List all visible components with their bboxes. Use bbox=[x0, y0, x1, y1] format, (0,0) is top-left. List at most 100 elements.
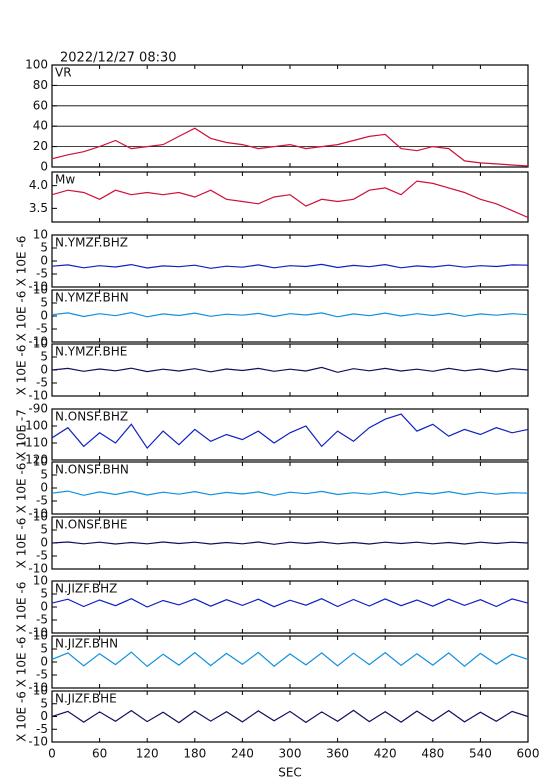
y-tick-label: 40 bbox=[33, 119, 48, 133]
y-tick-label: 10 bbox=[33, 337, 48, 351]
y-tick-label: -5 bbox=[36, 376, 48, 390]
trace bbox=[52, 413, 528, 450]
y-tick-label: -10 bbox=[28, 389, 48, 403]
y-tick-label: -5 bbox=[36, 267, 48, 281]
y-axis-label: X 10E -7 bbox=[15, 409, 29, 460]
trace bbox=[52, 180, 528, 219]
y-axis-label: X 10E -6 bbox=[15, 463, 29, 514]
y-tick-label: 5 bbox=[40, 696, 48, 710]
x-tick-label: 180 bbox=[183, 747, 206, 761]
y-axis-label: X 10E -6 bbox=[15, 291, 29, 342]
y-tick-label: 5 bbox=[40, 523, 48, 537]
y-tick-label: -10 bbox=[28, 507, 48, 521]
y-tick-label: 10 bbox=[33, 228, 48, 242]
y-tick-label: 5 bbox=[40, 296, 48, 310]
y-tick-label: 5 bbox=[40, 642, 48, 656]
panel-label: N.YMZF.BHE bbox=[55, 345, 127, 359]
y-axis-label: X 10E -6 bbox=[15, 691, 29, 742]
y-tick-label: -5 bbox=[36, 549, 48, 563]
y-axis-label: X 10E -6 bbox=[15, 518, 29, 569]
y-tick-label: -5 bbox=[36, 322, 48, 336]
panel-frame bbox=[51, 580, 529, 634]
y-tick-label: 0 bbox=[40, 600, 48, 614]
trace bbox=[52, 127, 528, 167]
x-tick-label: 0 bbox=[48, 747, 56, 761]
y-tick-label: 0 bbox=[40, 709, 48, 723]
x-tick-label: 600 bbox=[517, 747, 540, 761]
x-tick-label: 300 bbox=[279, 747, 302, 761]
x-tick-label: 360 bbox=[326, 747, 349, 761]
y-tick-label: 4.0 bbox=[29, 178, 48, 192]
x-axis-label: SEC bbox=[278, 766, 302, 780]
y-tick-label: 10 bbox=[33, 574, 48, 588]
y-tick-label: 5 bbox=[40, 468, 48, 482]
y-tick-label: 10 bbox=[33, 283, 48, 297]
y-tick-label: 10 bbox=[33, 684, 48, 698]
x-tick-label: 120 bbox=[136, 747, 159, 761]
y-tick-label: 0 bbox=[40, 254, 48, 268]
y-tick-label: -10 bbox=[28, 335, 48, 349]
y-tick-label: 20 bbox=[33, 139, 48, 153]
y-tick-label: 80 bbox=[33, 78, 48, 92]
y-tick-label: -10 bbox=[28, 681, 48, 695]
trace bbox=[52, 598, 528, 608]
y-tick-label: -10 bbox=[28, 735, 48, 749]
y-tick-label: 3.5 bbox=[29, 201, 48, 215]
y-tick-label: 0 bbox=[40, 363, 48, 377]
trace bbox=[52, 651, 528, 668]
trace bbox=[52, 709, 528, 724]
y-tick-label: -10 bbox=[28, 626, 48, 640]
panel-frame bbox=[51, 635, 529, 689]
y-tick-label: -90 bbox=[28, 402, 48, 416]
panel-frame bbox=[51, 171, 529, 223]
y-tick-label: -10 bbox=[28, 280, 48, 294]
y-tick-label: 10 bbox=[33, 510, 48, 524]
y-tick-label: -5 bbox=[36, 494, 48, 508]
panel-label: N.JIZF.BHZ bbox=[55, 582, 117, 596]
x-tick-label: 480 bbox=[421, 747, 444, 761]
panel-label: N.ONSF.BHZ bbox=[55, 410, 128, 424]
y-tick-label: -5 bbox=[36, 668, 48, 682]
panel-label: N.JIZF.BHE bbox=[55, 692, 117, 706]
y-tick-label: 5 bbox=[40, 587, 48, 601]
y-axis-label: X 10E -6 bbox=[15, 637, 29, 688]
panel-label: N.YMZF.BHZ bbox=[55, 236, 128, 250]
x-tick-label: 540 bbox=[469, 747, 492, 761]
y-axis-label: X 10E -6 bbox=[15, 345, 29, 396]
y-tick-label: 5 bbox=[40, 241, 48, 255]
x-tick-label: 60 bbox=[92, 747, 107, 761]
page-title: 2022/12/27 08:30 bbox=[60, 51, 177, 66]
x-tick-label: 240 bbox=[231, 747, 254, 761]
y-tick-label: 100 bbox=[25, 58, 48, 72]
y-tick-label: 0 bbox=[40, 655, 48, 669]
trace bbox=[52, 541, 528, 545]
y-tick-label: 10 bbox=[33, 455, 48, 469]
y-tick-label: 0 bbox=[40, 160, 48, 174]
y-tick-label: 0 bbox=[40, 309, 48, 323]
y-tick-label: -120 bbox=[21, 453, 48, 467]
y-tick-label: 0 bbox=[40, 481, 48, 495]
y-tick-label: -5 bbox=[36, 722, 48, 736]
trace bbox=[52, 366, 528, 373]
y-tick-label: -110 bbox=[21, 436, 48, 450]
panel-label: N.JIZF.BHN bbox=[55, 637, 118, 651]
y-tick-label: 60 bbox=[33, 98, 48, 112]
trace bbox=[52, 490, 528, 496]
y-tick-label: -10 bbox=[28, 562, 48, 576]
y-tick-label: 10 bbox=[33, 629, 48, 643]
y-tick-label: -100 bbox=[21, 419, 48, 433]
y-axis-label: X 10E -6 bbox=[15, 236, 29, 287]
y-tick-label: 5 bbox=[40, 350, 48, 364]
y-tick-label: -5 bbox=[36, 613, 48, 627]
panel-label: Mw bbox=[55, 173, 75, 187]
panel-label: N.YMZF.BHN bbox=[55, 291, 129, 305]
panel-label: VR bbox=[55, 66, 72, 80]
trace bbox=[52, 263, 528, 269]
x-tick-label: 420 bbox=[374, 747, 397, 761]
panel-frame bbox=[51, 64, 529, 168]
trace bbox=[52, 311, 528, 318]
y-tick-label: 0 bbox=[40, 536, 48, 550]
y-axis-label: X 10E -6 bbox=[15, 582, 29, 633]
panel-label: N.ONSF.BHE bbox=[55, 518, 127, 532]
